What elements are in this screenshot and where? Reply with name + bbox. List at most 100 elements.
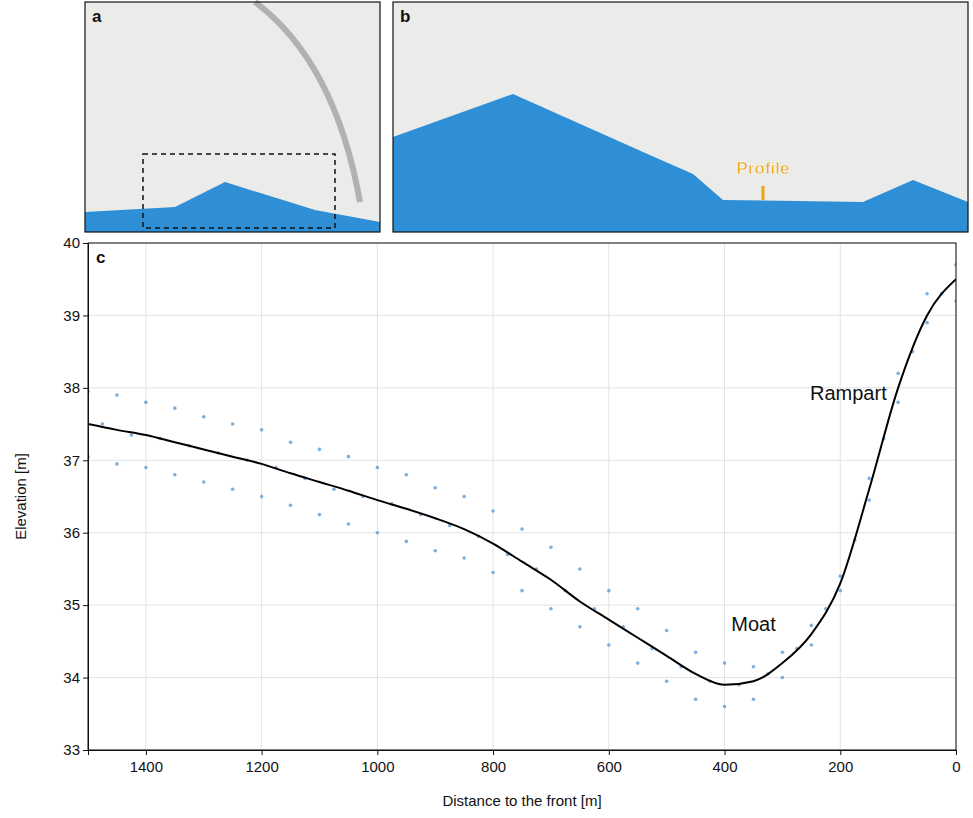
scatter-point	[549, 545, 553, 549]
tick: 37	[63, 452, 88, 469]
tick-mark	[146, 750, 147, 755]
scatter-point	[896, 401, 900, 405]
tick-mark	[83, 460, 88, 461]
scatter-point	[636, 661, 640, 665]
tick: 1400	[130, 750, 163, 775]
tick-mark	[493, 750, 494, 755]
tick-mark	[956, 750, 957, 755]
scatter-point	[404, 473, 408, 477]
tick: 34	[63, 669, 88, 686]
scatter-point	[867, 477, 871, 481]
panel-frame	[85, 2, 380, 232]
scatter-point	[607, 589, 611, 593]
tick: 1200	[245, 750, 278, 775]
scatter-point	[896, 372, 900, 376]
tick: 800	[481, 750, 506, 775]
tick-label: 400	[713, 758, 738, 775]
tick-mark	[840, 750, 841, 755]
scatter-point	[520, 589, 524, 593]
scatter-point	[404, 540, 408, 544]
tick-mark	[83, 388, 88, 389]
grid-line-y	[88, 605, 956, 606]
scatter-point	[491, 509, 495, 513]
scatter-point	[665, 629, 669, 633]
scatter-point	[578, 625, 582, 629]
axis-line	[89, 751, 957, 756]
scatter-point	[130, 433, 134, 437]
scatter-point	[376, 466, 380, 470]
scatter-point	[318, 513, 322, 517]
y-axis-title: Elevation [m]	[12, 453, 29, 540]
tick: 35	[63, 596, 88, 613]
figure: aProfileb1400120010008006004002000333435…	[0, 0, 973, 818]
scatter-point	[318, 448, 322, 452]
tick-mark	[83, 605, 88, 606]
scatter-point	[347, 522, 351, 526]
grid-line-y	[88, 460, 956, 461]
tick-label: 800	[481, 758, 506, 775]
inset-box	[143, 154, 335, 228]
scatter-point	[462, 495, 466, 499]
panel-letter: a	[92, 7, 102, 26]
scatter-point	[115, 393, 119, 397]
scatter-point	[332, 487, 336, 491]
x-axis-title: Distance to the front [m]	[442, 792, 601, 809]
scatter-point	[231, 487, 235, 491]
scatter-point	[144, 466, 148, 470]
scatter-point	[867, 498, 871, 502]
grid-line-y	[88, 677, 956, 678]
scatter-point	[462, 556, 466, 560]
scatter-point	[781, 650, 785, 654]
scatter-point	[723, 705, 727, 709]
tick-mark	[83, 678, 88, 679]
mountains	[255, 2, 360, 202]
scatter-point	[694, 650, 698, 654]
scatter-point	[173, 473, 177, 477]
tick: 400	[713, 750, 738, 775]
scatter-point	[144, 401, 148, 405]
tick: 39	[63, 307, 88, 324]
tick-label: 0	[952, 758, 960, 775]
tick-label: 1200	[245, 758, 278, 775]
grid-line-y	[88, 532, 956, 533]
scatter-point	[115, 462, 119, 466]
tick: 600	[597, 750, 622, 775]
scatter-point	[781, 676, 785, 680]
scatter-point	[231, 422, 235, 426]
grid-line-x	[840, 243, 841, 750]
plot-marks	[88, 263, 956, 708]
grid-line-x	[377, 243, 378, 750]
tick-mark	[725, 750, 726, 755]
tick-mark	[609, 750, 610, 755]
scatter-point	[925, 292, 929, 296]
tick-label: 39	[63, 307, 80, 324]
scatter-point	[752, 665, 756, 669]
scatter-point	[289, 503, 293, 507]
tick-label: 200	[828, 758, 853, 775]
tick: 40	[63, 234, 88, 251]
tick: 38	[63, 379, 88, 396]
profile-marker	[762, 186, 765, 200]
scatter-point	[607, 643, 611, 647]
scatter-point	[925, 321, 929, 325]
panel-ground	[85, 2, 380, 232]
annotation: Moat	[731, 613, 776, 635]
tick-label: 1400	[130, 758, 163, 775]
tick-label: 600	[597, 758, 622, 775]
scatter-point	[723, 661, 727, 665]
scatter-point	[260, 495, 264, 499]
scatter-point	[810, 643, 814, 647]
panel-letter: b	[400, 7, 410, 26]
tick: 200	[828, 750, 853, 775]
scatter-point	[376, 531, 380, 535]
plot-frame	[88, 243, 956, 750]
tick: 0	[952, 750, 960, 775]
profile-label: Profile	[737, 159, 790, 178]
tick-mark	[83, 750, 88, 751]
grid-line-x	[145, 243, 146, 750]
ocean	[393, 94, 968, 232]
scatter-point	[260, 428, 264, 432]
scatter-point	[578, 567, 582, 571]
tick-mark	[83, 533, 88, 534]
scatter-point	[810, 624, 814, 628]
